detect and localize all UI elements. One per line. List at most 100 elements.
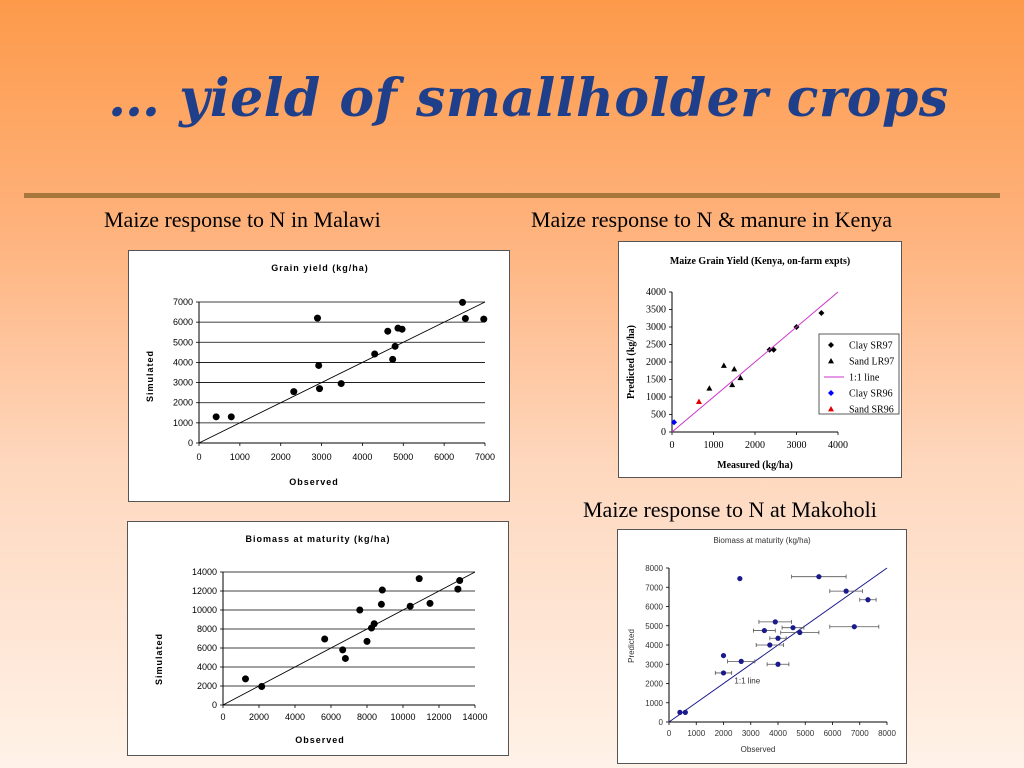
slide-title: … yield of smallholder crops [108,68,949,129]
data-point [227,413,235,421]
data-point [398,325,406,333]
y-axis-label: Predicted [627,629,636,663]
x-tick-label: 7000 [475,452,495,462]
y-tick-label: 3000 [645,660,663,669]
x-tick-label: 3000 [312,452,332,462]
x-tick-label: 1000 [687,729,705,738]
legend-swatch [828,390,834,396]
data-point [370,620,378,628]
data-point [459,298,467,306]
x-tick-label: 8000 [878,729,896,738]
data-point [391,342,399,350]
x-tick-label: 6000 [434,452,454,462]
data-point [775,635,781,641]
y-tick-label: 0 [212,700,217,710]
data-point [737,575,743,582]
x-tick-label: 1000 [230,452,250,462]
x-tick-label: 3000 [787,440,807,451]
x-tick-label: 12000 [426,712,451,722]
x-tick-label: 5000 [796,729,814,738]
x-tick-label: 2000 [271,452,291,462]
y-tick-label: 2000 [197,681,217,691]
y-tick-label: 4000 [173,357,193,367]
data-point [731,366,738,372]
data-point [316,385,324,393]
legend-label: Clay SR96 [849,389,893,400]
data-point [480,315,488,323]
x-axis-label: Observed [295,735,345,745]
title-divider [24,193,1000,198]
y-tick-label: 5000 [645,622,663,631]
y-axis-label: Predicted (kg/ha) [626,325,637,399]
data-point [356,606,364,614]
chart-title: Grain yield (kg/ha) [271,263,369,273]
data-point [321,635,329,643]
data-point [671,419,678,426]
data-point [378,586,386,594]
data-point [865,597,871,603]
data-point [720,362,727,368]
data-point [406,602,414,610]
data-point [695,398,702,404]
chart-panel-kenya: Maize Grain Yield (Kenya, on-farm expts)… [618,241,902,478]
x-tick-label: 0 [196,452,201,462]
y-tick-label: 6000 [645,603,663,612]
data-point [851,624,857,630]
one-to-one-annotation: 1:1 line [734,677,760,686]
caption-makoholi: Maize response to N at Makoholi [583,497,877,522]
x-tick-label: 8000 [357,712,377,722]
legend-label: Clay SR97 [849,341,893,352]
chart-panel-malawi-grain: Grain yield (kg/ha) Observed Simulated 0… [128,250,510,502]
x-tick-label: 4000 [352,452,372,462]
y-tick-label: 4000 [645,641,663,650]
chart-malawi-grain: Grain yield (kg/ha) Observed Simulated 0… [145,263,495,487]
y-tick-label: 3500 [646,305,666,316]
x-tick-label: 3000 [742,729,760,738]
y-tick-label: 1000 [173,418,193,428]
x-tick-label: 2000 [745,440,765,451]
x-tick-label: 7000 [851,729,869,738]
y-tick-label: 0 [659,718,664,727]
y-tick-label: 2500 [646,340,666,351]
data-point [761,627,767,634]
chart-panel-makoholi: Biomass at maturity (kg/ha) Observed Pre… [617,529,907,764]
y-tick-label: 2000 [646,357,666,368]
data-point [377,600,385,608]
y-tick-label: 12000 [192,586,217,596]
x-tick-label: 4000 [828,440,848,451]
data-point [315,361,323,369]
data-point [682,709,688,715]
legend-swatch [828,406,834,412]
data-point [818,310,825,316]
y-tick-label: 14000 [192,567,217,577]
data-point [341,654,349,662]
y-tick-label: 3000 [173,378,193,388]
legend-label: Sand LR97 [849,357,894,368]
y-tick-label: 7000 [173,297,193,307]
y-tick-label: 6000 [197,643,217,653]
y-tick-label: 8000 [645,564,663,573]
data-point [775,661,781,667]
y-axis-label: Simulated [154,633,164,685]
data-point [454,585,462,593]
y-tick-label: 500 [651,410,666,421]
caption-malawi: Maize response to N in Malawi [104,207,381,232]
x-tick-label: 10000 [390,712,415,722]
data-point [456,577,464,585]
chart-kenya: Maize Grain Yield (Kenya, on-farm expts)… [626,256,900,471]
y-tick-label: 3000 [646,322,666,333]
data-point [738,658,744,664]
x-axis-label: Observed [741,745,776,754]
y-tick-label: 0 [188,438,193,448]
data-point [339,646,347,654]
data-point [415,575,423,583]
data-point [242,675,249,683]
x-tick-label: 0 [220,712,225,722]
data-point [706,385,713,391]
chart-title: Biomass at maturity (kg/ha) [713,536,811,545]
x-tick-label: 6000 [824,729,842,738]
x-tick-label: 4000 [769,729,787,738]
y-tick-label: 8000 [197,624,217,634]
y-tick-label: 2000 [645,680,663,689]
y-tick-label: 10000 [192,605,217,615]
